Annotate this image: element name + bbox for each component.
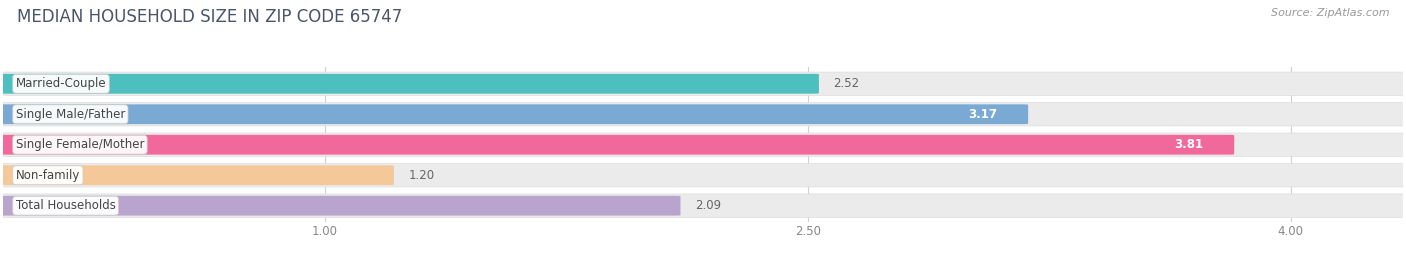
FancyBboxPatch shape [0, 196, 681, 215]
Text: Non-family: Non-family [15, 169, 80, 182]
FancyBboxPatch shape [0, 163, 1406, 187]
Text: 3.17: 3.17 [969, 108, 998, 121]
Text: 3.81: 3.81 [1174, 138, 1204, 151]
FancyBboxPatch shape [0, 74, 818, 94]
Text: Single Male/Father: Single Male/Father [15, 108, 125, 121]
FancyBboxPatch shape [0, 104, 1028, 124]
Text: Single Female/Mother: Single Female/Mother [15, 138, 145, 151]
FancyBboxPatch shape [0, 72, 1406, 95]
Text: 2.09: 2.09 [695, 199, 721, 212]
FancyBboxPatch shape [0, 133, 1406, 157]
Text: Total Households: Total Households [15, 199, 115, 212]
FancyBboxPatch shape [0, 165, 394, 185]
Text: Married-Couple: Married-Couple [15, 77, 107, 90]
Text: Source: ZipAtlas.com: Source: ZipAtlas.com [1271, 8, 1389, 18]
FancyBboxPatch shape [0, 194, 1406, 217]
Text: 1.20: 1.20 [408, 169, 434, 182]
Text: 2.52: 2.52 [834, 77, 859, 90]
FancyBboxPatch shape [0, 135, 1234, 155]
Text: MEDIAN HOUSEHOLD SIZE IN ZIP CODE 65747: MEDIAN HOUSEHOLD SIZE IN ZIP CODE 65747 [17, 8, 402, 26]
FancyBboxPatch shape [0, 102, 1406, 126]
